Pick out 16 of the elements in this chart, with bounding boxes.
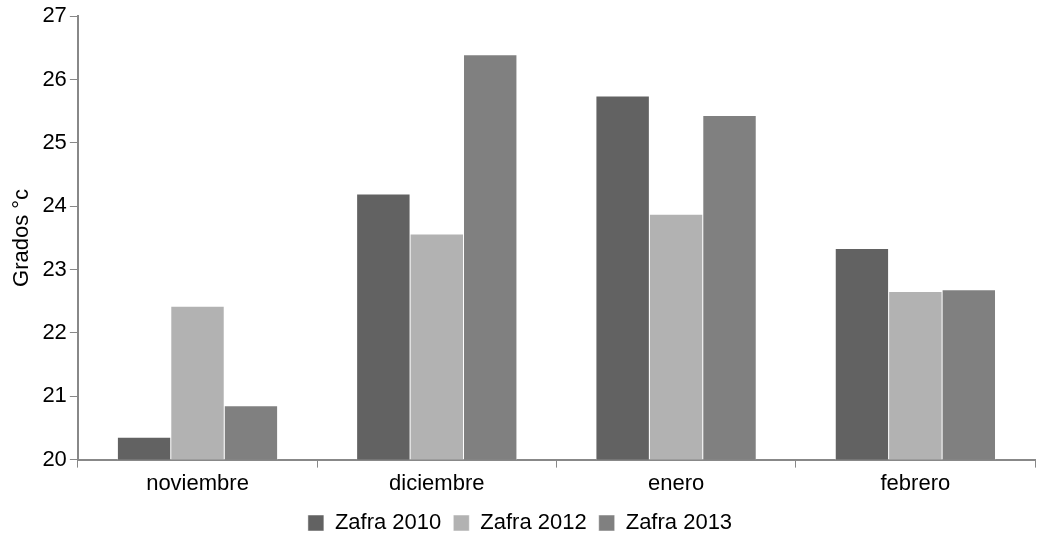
legend-label: Zafra 2012 [480, 509, 587, 535]
legend-label: Zafra 2010 [334, 509, 442, 535]
legend-label: Zafra 2013 [625, 509, 733, 535]
y-axis-title: Grados °c [8, 188, 34, 287]
x-tick-label: febrero [880, 469, 951, 495]
y-tick-label: 25 [42, 128, 67, 154]
y-tick-label: 23 [42, 255, 67, 281]
x-tick-label: diciembre [389, 469, 485, 495]
y-tick-label: 21 [42, 382, 67, 408]
y-tick-label: 22 [42, 318, 67, 344]
y-tick-label: 24 [42, 192, 67, 218]
x-tick-label: noviembre [146, 469, 249, 495]
y-tick-label: 20 [42, 445, 67, 471]
y-tick-label: 26 [42, 65, 67, 91]
x-tick-label: enero [647, 469, 705, 495]
y-tick-label: 27 [42, 2, 67, 28]
